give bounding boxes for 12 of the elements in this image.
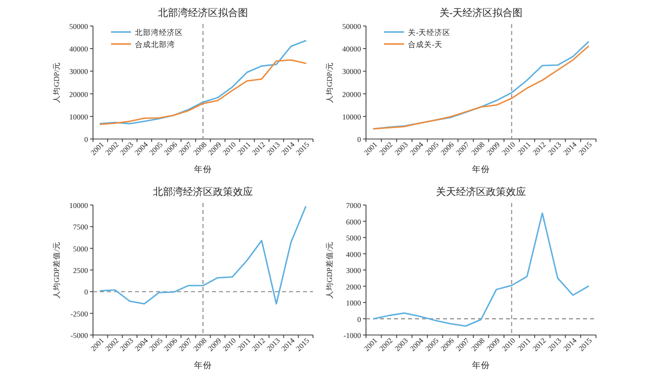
line-series	[100, 206, 306, 304]
x-axis-title: 年份	[194, 360, 212, 370]
x-axis-title: 年份	[194, 164, 212, 174]
line-series	[100, 59, 306, 126]
chart-title: 关天经济区政策效应	[436, 186, 526, 198]
x-axis-title: 年份	[472, 360, 490, 370]
chart-title: 关-天经济区拟合图	[439, 7, 523, 19]
line-series	[100, 40, 306, 124]
chart-title: 北部湾经济区拟合图	[158, 7, 248, 19]
line-series	[372, 212, 590, 327]
chart-title: 北部湾经济区政策效应	[153, 186, 253, 198]
x-axis-title: 年份	[472, 164, 490, 174]
